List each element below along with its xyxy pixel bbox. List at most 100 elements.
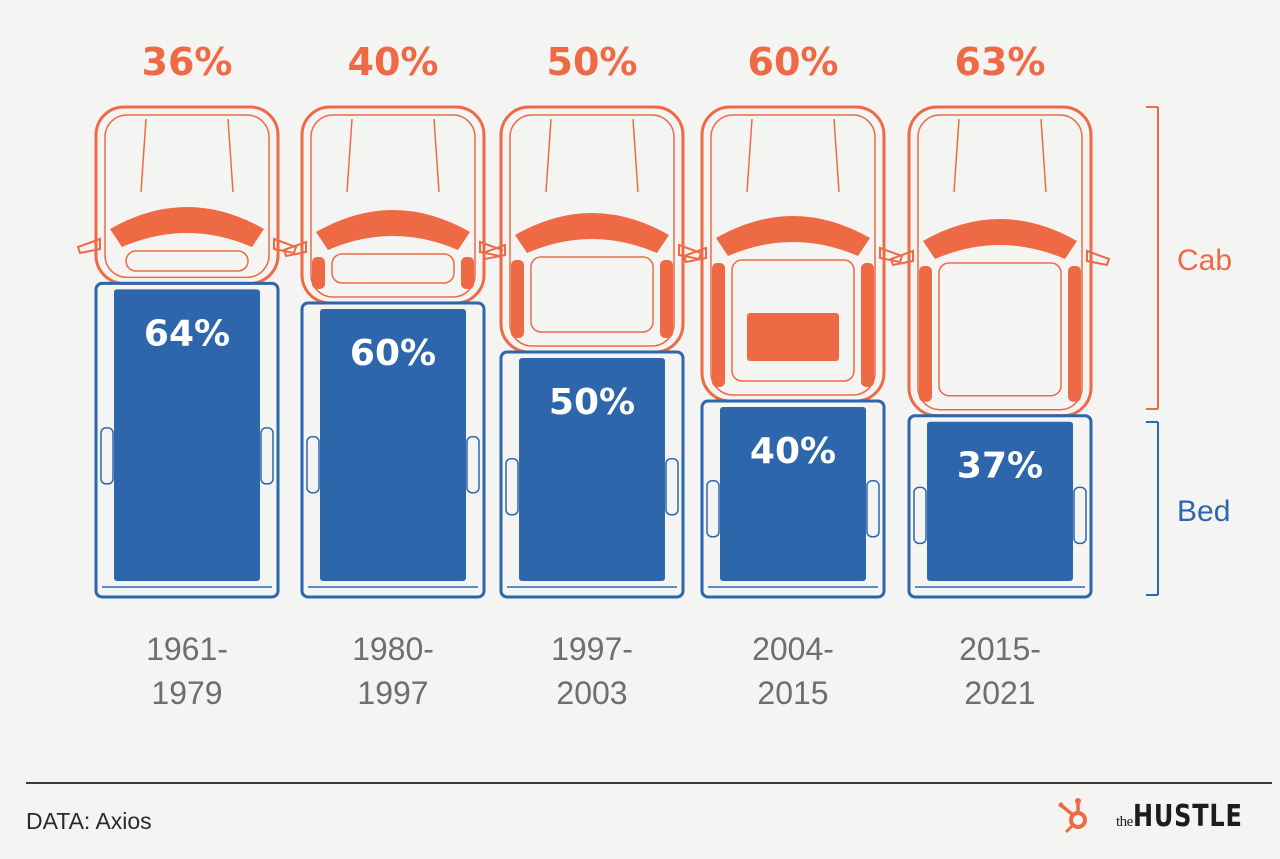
legend-bed-label: Bed xyxy=(1177,495,1230,528)
period-label-line: 2004- xyxy=(752,631,834,667)
period-label-line: 2015 xyxy=(757,675,828,711)
windshield xyxy=(110,207,264,247)
wheel-well-left xyxy=(913,486,927,545)
legend-cab-label: Cab xyxy=(1177,244,1232,277)
period-label-line: 2003 xyxy=(556,675,627,711)
hood-line-right xyxy=(1040,118,1047,193)
truck-chart: 36% 64% 1961- 1979 40% 60% 1980- 1997 50% 50% 1997… xyxy=(76,40,1232,711)
wheel-well-left xyxy=(706,480,720,538)
truck-1: 36% 64% 1961- 1979 xyxy=(76,40,298,711)
cab-share-label: 40% xyxy=(348,40,439,84)
brand-logo: the HUSTLE xyxy=(1054,796,1270,836)
hood-line-right xyxy=(433,118,440,193)
side-window-left xyxy=(312,257,325,289)
data-source: DATA: Axios xyxy=(26,808,152,834)
period-label-line: 1980- xyxy=(352,631,434,667)
cab-share-label: 60% xyxy=(748,40,839,84)
bed-fill xyxy=(320,309,466,581)
truck-2: 40% 60% 1980- 1997 xyxy=(282,40,504,711)
roof-outline xyxy=(125,250,249,272)
windshield xyxy=(515,213,669,253)
bed-fill xyxy=(519,358,665,581)
mirror-right xyxy=(1086,249,1111,267)
cab-share-label: 36% xyxy=(142,40,233,84)
mirror-left xyxy=(76,237,101,255)
bed-fill xyxy=(927,421,1073,581)
cab-outline xyxy=(907,105,1093,418)
side-window-right xyxy=(461,257,474,289)
truck-3: 50% 50% 1997- 2003 xyxy=(481,40,703,711)
side-window-right xyxy=(660,260,673,338)
period-label-line: 2015- xyxy=(959,631,1041,667)
cab-inner-outline xyxy=(509,114,675,347)
brand-name: HUSTLE xyxy=(1132,798,1243,834)
hood-line-left xyxy=(346,118,353,193)
sunroof xyxy=(747,313,839,361)
bed-share-label: 60% xyxy=(350,333,436,374)
period-label-line: 2021 xyxy=(964,675,1035,711)
mirror-left xyxy=(889,249,914,267)
cab-inner-outline xyxy=(104,114,270,279)
bed-fill xyxy=(114,289,260,581)
cab-share-label: 50% xyxy=(547,40,638,84)
truck-4: 60% 40% 2004- 2015 xyxy=(682,40,904,711)
roof-outline xyxy=(530,256,654,333)
mirror-right xyxy=(879,246,904,264)
wheel-well-left xyxy=(505,458,519,516)
wheel-well-right xyxy=(1073,486,1087,545)
brand-wordmark: the HUSTLE xyxy=(1116,799,1270,834)
cab-inner-outline xyxy=(310,114,476,298)
bed-share-label: 64% xyxy=(144,313,230,354)
windshield xyxy=(316,210,470,250)
mirror-left xyxy=(282,240,307,258)
cab-outline xyxy=(300,105,486,305)
roof-outline xyxy=(331,253,455,284)
side-window-left xyxy=(919,266,932,402)
bed-outline xyxy=(94,281,280,599)
roof-outline xyxy=(731,259,855,382)
mirror-left xyxy=(682,246,707,264)
bed-outline xyxy=(499,350,685,599)
cab-outline xyxy=(94,105,280,285)
windshield xyxy=(716,216,870,256)
wheel-well-right xyxy=(866,480,880,538)
hood-line-right xyxy=(227,118,234,193)
roof-outline xyxy=(938,262,1062,397)
windshield xyxy=(923,219,1077,259)
cab-inner-outline xyxy=(917,114,1083,411)
mirror-left xyxy=(481,243,506,261)
hood-line-left xyxy=(953,118,960,193)
side-window-left xyxy=(511,260,524,338)
truck-5: 63% 37% 2015- 2021 xyxy=(889,40,1111,711)
mirror-right xyxy=(273,237,298,255)
footer-divider xyxy=(26,782,1272,784)
bed-share-label: 40% xyxy=(750,431,836,472)
legend: Cab Bed xyxy=(1146,106,1232,596)
hood-line-left xyxy=(140,118,147,193)
period-label-line: 1997 xyxy=(357,675,428,711)
bed-outline xyxy=(700,399,886,599)
period-label-line: 1961- xyxy=(146,631,228,667)
bed-outline xyxy=(907,414,1093,599)
period-label-line: 1997- xyxy=(551,631,633,667)
wheel-well-right xyxy=(466,435,480,494)
side-window-left xyxy=(712,263,725,387)
wheel-well-left xyxy=(100,427,114,485)
bed-outline xyxy=(300,301,486,599)
wheel-well-right xyxy=(260,427,274,485)
hood-line-right xyxy=(833,118,840,193)
hood-line-left xyxy=(545,118,552,193)
side-window-right xyxy=(1068,266,1081,402)
wheel-well-right xyxy=(665,458,679,516)
wheel-well-left xyxy=(306,435,320,494)
hubspot-sprocket-icon xyxy=(1058,798,1088,834)
period-label-line: 1979 xyxy=(151,675,222,711)
hood-line-right xyxy=(632,118,639,193)
bed-share-label: 37% xyxy=(957,446,1043,487)
cab-inner-outline xyxy=(710,114,876,396)
hood-line-left xyxy=(746,118,753,193)
truck-group: 36% 64% 1961- 1979 40% 60% 1980- 1997 50% 50% 1997… xyxy=(76,40,1111,711)
side-window-right xyxy=(861,263,874,387)
bed-share-label: 50% xyxy=(549,382,635,423)
bed-fill xyxy=(720,407,866,581)
